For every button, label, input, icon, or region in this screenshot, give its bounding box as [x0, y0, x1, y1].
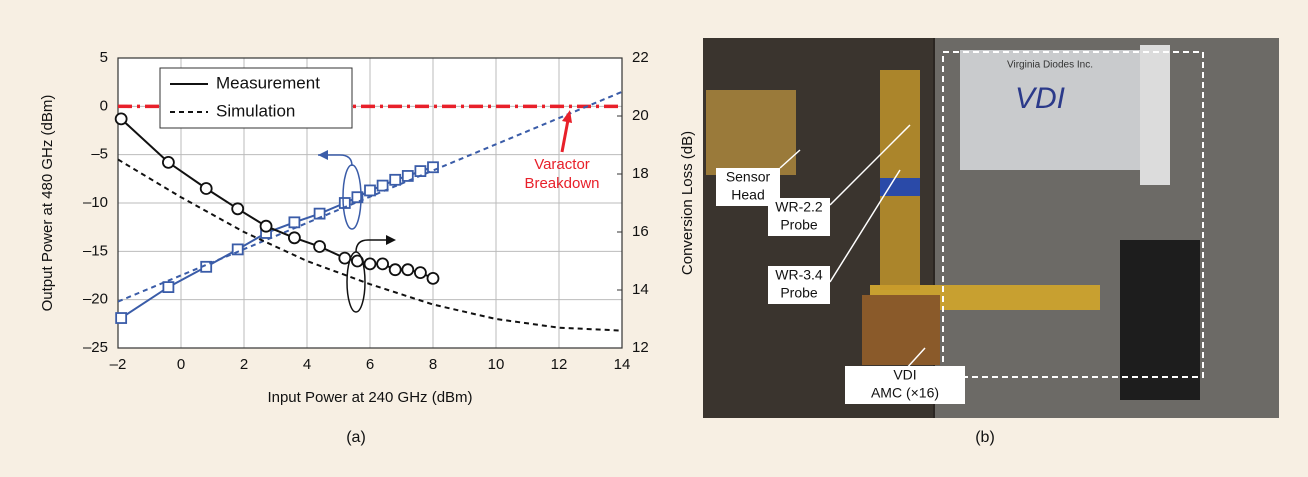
photo-label: Head: [731, 187, 764, 203]
photo-label: WR-3.4: [775, 267, 823, 283]
y-tick-label: 5: [100, 49, 108, 66]
photo: VDI Virginia Diodes Inc. Sensor Head WR-…: [703, 38, 1279, 418]
y-tick-label: –20: [83, 291, 108, 308]
x-tick-label: 4: [303, 356, 311, 373]
marker: [116, 113, 127, 124]
marker: [415, 166, 425, 176]
sensor-head: [706, 90, 796, 175]
y2-tick-label: 18: [632, 165, 649, 182]
marker: [428, 162, 438, 172]
caption: (b): [975, 429, 995, 446]
y-tick-label: –25: [83, 339, 108, 356]
x-tick-label: 12: [551, 356, 568, 373]
photo-label: Sensor: [726, 169, 771, 185]
marker: [390, 264, 401, 275]
y2-axis-title: Conversion Loss (dB): [679, 131, 696, 275]
y-axis-title: Output Power at 480 GHz (dBm): [39, 95, 56, 312]
marker: [289, 217, 299, 227]
chart: Input Power at 240 GHz (dBm) Output Powe…: [0, 0, 1308, 477]
marker: [390, 175, 400, 185]
marker: [233, 244, 243, 254]
marker: [377, 258, 388, 269]
legend-label: Measurement: [216, 73, 320, 92]
x-tick-label: 10: [488, 356, 505, 373]
photo-label: VDI: [893, 367, 916, 383]
y-tick-label: 0: [100, 97, 108, 114]
marker: [163, 157, 174, 168]
x-tick-label: 8: [429, 356, 437, 373]
annotation: Varactor: [534, 156, 590, 173]
annotation: Breakdown: [524, 175, 599, 192]
y2-tick-label: 20: [632, 107, 649, 124]
cork: [862, 295, 940, 365]
module-side: [1140, 45, 1170, 185]
y-tick-label: –15: [83, 242, 108, 259]
photo-label: Probe: [780, 285, 818, 301]
marker: [402, 264, 413, 275]
marker: [289, 232, 300, 243]
marker: [116, 313, 126, 323]
marker: [314, 241, 325, 252]
marker: [428, 273, 439, 284]
maker-text: Virginia Diodes Inc.: [1007, 60, 1093, 71]
x-tick-label: –2: [110, 356, 127, 373]
y2-tick-label: 12: [632, 339, 649, 356]
marker: [365, 185, 375, 195]
y-tick-label: –5: [91, 146, 108, 163]
x-tick-label: 0: [177, 356, 185, 373]
logo-text: VDI: [1015, 82, 1065, 115]
x-tick-label: 2: [240, 356, 248, 373]
y-tick-label: –10: [83, 194, 108, 211]
x-axis-title: Input Power at 240 GHz (dBm): [267, 389, 472, 406]
photo-label: WR-2.2: [775, 199, 823, 215]
marker: [415, 267, 426, 278]
marker: [261, 221, 272, 232]
y2-tick-label: 22: [632, 49, 649, 66]
figure: Input Power at 240 GHz (dBm) Output Powe…: [0, 0, 1308, 477]
y2-tick-label: 14: [632, 281, 649, 298]
marker: [201, 183, 212, 194]
caption: (a): [346, 429, 366, 446]
marker: [163, 282, 173, 292]
photo-label: Probe: [780, 217, 818, 233]
marker: [365, 258, 376, 269]
x-tick-label: 14: [614, 356, 631, 373]
x-tick-label: 6: [366, 356, 374, 373]
y2-tick-label: 16: [632, 223, 649, 240]
legend-label: Simulation: [216, 101, 295, 120]
photo-label: AMC (×16): [871, 385, 939, 401]
marker: [232, 203, 243, 214]
